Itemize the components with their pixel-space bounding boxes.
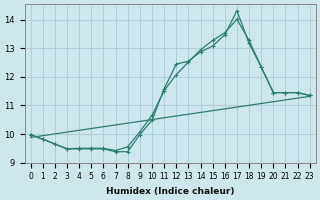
- X-axis label: Humidex (Indice chaleur): Humidex (Indice chaleur): [106, 187, 235, 196]
